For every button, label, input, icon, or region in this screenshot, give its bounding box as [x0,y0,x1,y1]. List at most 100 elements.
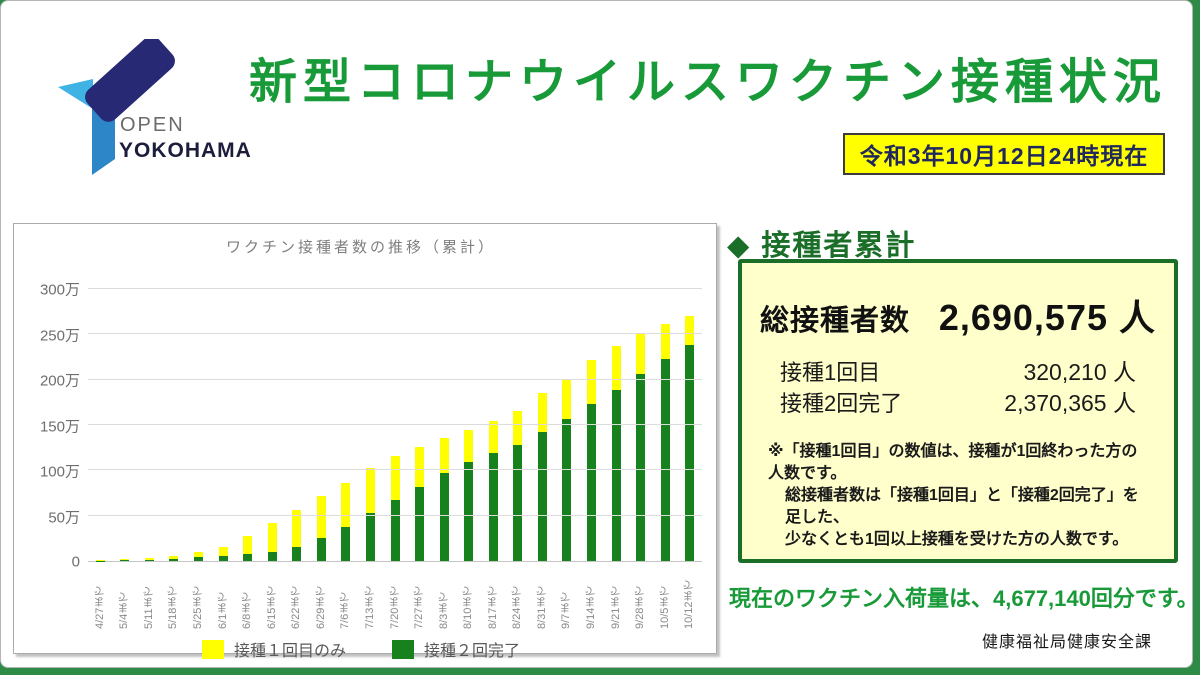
x-tick-label: 7/27まで [413,585,426,629]
gridline [88,469,702,471]
bar-segment [120,558,130,561]
x-tick-label: 6/1まで [216,591,229,629]
y-tick-label: 0 [71,553,80,571]
bar-segment [587,403,597,561]
x-tick-label: 5/18まで [167,585,180,629]
bar-segment [169,556,179,559]
legend-swatch-icon [201,639,224,659]
bar-4/27まで [88,289,113,561]
bar-7/27まで [407,289,432,561]
bar-segment [390,500,400,561]
footnote-line: ※「接種1回目」の数値は、接種が1回終わった方の人数です。 [768,443,1138,482]
bar-10/5まで [653,289,678,561]
bar-5/4まで [113,289,138,561]
chart-bars [88,289,702,561]
bar-9/14まで [579,289,604,561]
first-dose-label: 接種1回目 [780,360,881,385]
total-vaccinated-label: 総接種者数 [760,305,911,337]
chart-x-axis: 4/27まで 5/4まで 5/11まで 5/18まで 5/25まで 6/1まで 6/8まで 6… [88,565,702,629]
footnote: ※「接種1回目」の数値は、接種が1回終わった方の人数です。 総接種者数は「接種1… [768,441,1152,551]
bar-9/21まで [604,289,629,561]
bar-segment [415,487,425,561]
bar-5/11まで [137,289,162,561]
bar-segment [513,444,523,561]
x-tick-label: 8/3まで [437,591,450,629]
x-tick-label: 10/5まで [658,585,671,629]
y-tick-label: 300万 [39,281,80,299]
summary-heading: ◆ 接種者累計 [727,222,916,264]
bar-segment [685,345,695,561]
x-tick-label: 9/28まで [634,585,647,629]
bar-segment [660,358,670,561]
bar-segment [243,554,253,561]
bar-8/17まで [481,289,506,561]
x-tick-label: 6/8まで [241,591,254,629]
bar-6/8まで [235,289,260,561]
x-tick-label: 9/7まで [560,591,573,629]
gridline [88,288,702,289]
bar-8/10まで [456,289,481,561]
bar-segment [636,374,646,561]
bar-8/24まで [506,289,531,561]
bar-segment [415,447,425,488]
bar-segment [562,379,572,420]
legend-item: 接種１回目のみ [201,637,346,661]
x-tick-label: 9/21まで [609,585,622,629]
bar-segment [267,551,277,561]
bar-segment [316,538,326,561]
bar-segment [611,346,621,390]
y-tick-label: 250万 [39,327,80,344]
bar-7/13まで [358,289,383,561]
bar-segment [316,496,326,539]
vaccination-trend-chart: ワクチン接種者数の推移（累計） 300万 250万 200万 150万 100万 50万 0… [13,223,717,660]
bar-segment [169,558,179,561]
bar-6/15まで [260,289,285,561]
gridline [88,378,702,380]
x-tick-label: 7/6まで [339,591,352,629]
bar-segment [685,316,695,346]
bar-segment [365,468,375,513]
bar-segment [144,557,154,560]
total-vaccinated-value: 2,690,575 人 [938,297,1156,338]
bar-segment [390,456,400,501]
bar-segment [365,512,375,561]
footnote-line: 少なくとも1回以上接種を受けた方の人数です。 [785,531,1129,548]
bar-segment [562,419,572,561]
x-tick-label: 9/14まで [585,585,598,629]
bar-7/6まで [334,289,359,561]
open-yokohama-logo-icon: OPEN YOKOHAMA [58,39,252,175]
x-tick-label: 5/11まで [142,586,155,629]
bar-segment [292,510,302,548]
second-dose-label: 接種2回完了 [780,391,903,416]
bar-6/1まで [211,289,236,561]
y-tick-label: 50万 [48,509,80,526]
second-dose-row: 接種2回完了 2,370,365 人 [780,388,1136,419]
bar-segment [341,527,351,561]
y-tick-label: 150万 [39,418,80,435]
bar-6/22まで [285,289,310,561]
y-tick-label: 100万 [39,463,80,481]
chart-legend: 接種１回目のみ 接種２回完了 [20,637,702,661]
x-tick-label: 10/12まで [683,579,696,629]
first-dose-row: 接種1回目 320,210 人 [780,357,1136,388]
summary-heading-label: 接種者累計 [761,230,917,262]
bar-segment [488,420,498,453]
bar-segment [341,482,351,528]
chart-y-axis: 300万 250万 200万 150万 100万 50万 0 [20,282,88,571]
gridline [88,514,702,516]
logo-yokohama-text: YOKOHAMA [119,139,252,162]
x-tick-label: 8/17まで [486,585,499,629]
bar-segment [292,547,302,561]
y-tick-label: 200万 [39,372,80,390]
x-tick-label: 7/13まで [363,585,376,629]
x-tick-label: 6/22まで [290,585,303,629]
total-vaccinated-row: 総接種者数 2,690,575 人 [758,289,1158,341]
x-tick-label: 7/20まで [388,585,401,629]
bar-segment [636,332,646,375]
x-tick-label: 5/4まで [118,591,131,629]
bar-segment [194,551,204,558]
legend-item: 接種２回完了 [392,637,520,661]
bar-6/29まで [309,289,334,561]
bar-5/18まで [162,289,187,561]
logo-open-text: OPEN [120,114,185,136]
